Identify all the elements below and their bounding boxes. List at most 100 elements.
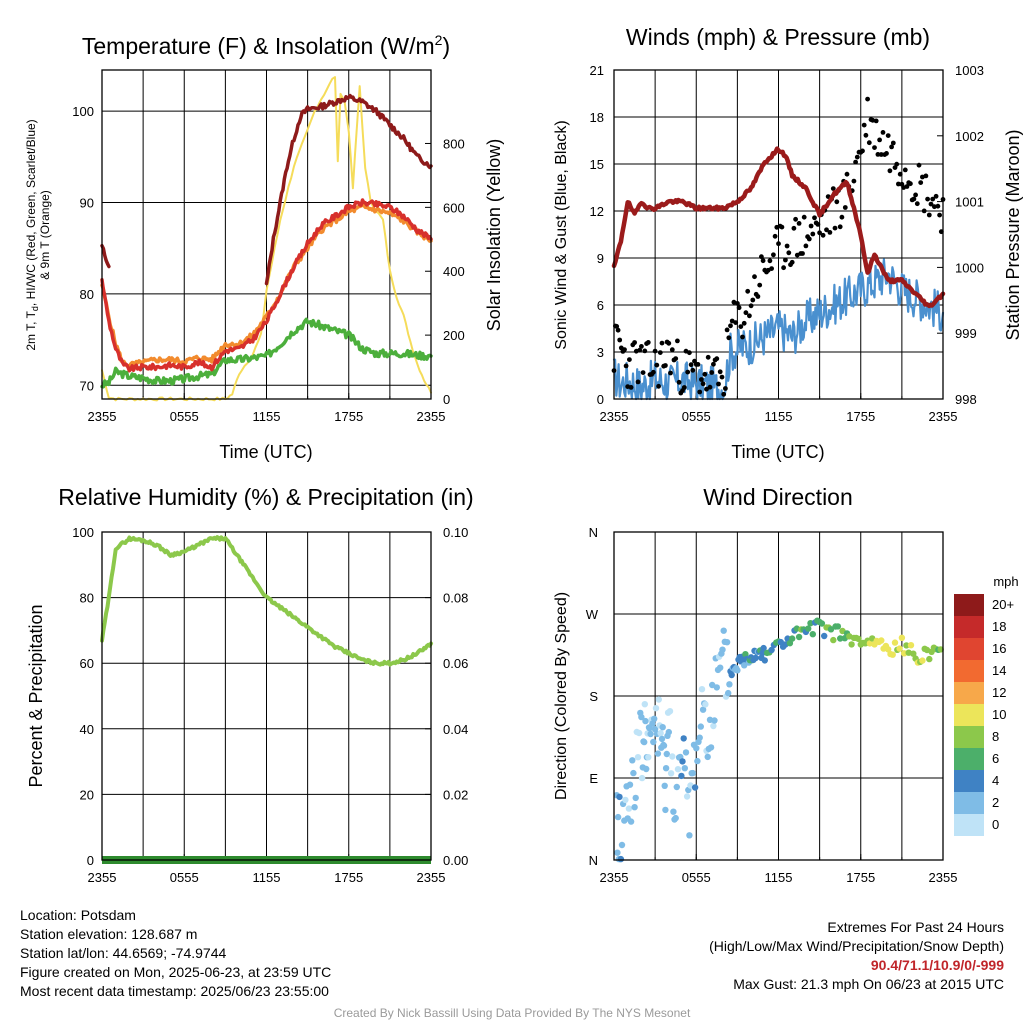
- gust-point: [854, 154, 860, 160]
- y-right-tick-label: 600: [443, 200, 465, 215]
- gust-point: [913, 192, 918, 198]
- direction-point: [752, 654, 759, 662]
- gust-point: [817, 230, 822, 236]
- colorbar-swatch: [954, 770, 984, 792]
- gust-point: [716, 381, 721, 387]
- gust-point: [916, 162, 922, 168]
- elevation-text: Station elevation: 128.687 m: [20, 926, 198, 942]
- gust-point: [702, 371, 708, 377]
- gust-point: [699, 377, 704, 382]
- direction-point: [686, 832, 693, 839]
- y-right-tick-label: 1002: [955, 129, 984, 144]
- direction-point: [634, 754, 642, 761]
- gust-point: [657, 350, 663, 355]
- direction-point: [694, 757, 701, 765]
- winds-ylabel-left: Sonic Wind & Gust (Blue, Black): [553, 120, 570, 349]
- direction-point: [678, 772, 685, 780]
- gust-point: [719, 374, 725, 380]
- direction-point: [759, 649, 766, 657]
- gust-point: [721, 391, 727, 397]
- gust-point: [810, 231, 816, 237]
- direction-point: [742, 651, 749, 658]
- gust-point: [878, 152, 884, 157]
- gust-point: [827, 230, 833, 235]
- temperature-2m-line: [100, 198, 433, 373]
- gust-point: [884, 151, 889, 156]
- gust-point: [632, 340, 637, 345]
- direction-point: [618, 841, 626, 849]
- direction-point: [760, 644, 767, 652]
- gust-point: [896, 181, 901, 187]
- gust-point: [740, 334, 745, 340]
- colorbar-swatch: [954, 682, 984, 704]
- x-tick-label: 0555: [170, 409, 199, 424]
- gust-point: [668, 370, 673, 376]
- colorbar-swatch: [954, 704, 984, 726]
- max-gust-text: Max Gust: 21.3 mph On 06/23 at 2015 UTC: [733, 976, 1004, 992]
- gust-point: [830, 186, 836, 192]
- y-tick-label: 80: [80, 287, 94, 302]
- plot-border: [101, 69, 432, 400]
- temperature-ylabel-left: 2m T, Td, HI/WC (Red, Green, Scarlet/Blu…: [24, 119, 40, 350]
- direction-point: [625, 805, 633, 812]
- gust-point: [627, 357, 632, 362]
- gust-point: [707, 384, 713, 390]
- gust-point: [724, 327, 730, 333]
- y-right-tick-label: 200: [443, 328, 465, 343]
- heat-index-line: [100, 243, 111, 269]
- x-tick-label: 0555: [170, 870, 199, 885]
- y-tick-label: W: [586, 607, 599, 622]
- gust-point: [933, 193, 939, 199]
- humidity-title: Relative Humidity (%) & Precipitation (i…: [58, 484, 473, 510]
- gust-point: [709, 370, 715, 375]
- y-right-tick-label: 0.04: [443, 722, 468, 737]
- gust-point: [743, 310, 749, 316]
- direction-point: [655, 696, 662, 703]
- direction-point: [651, 715, 658, 722]
- gust-point: [887, 168, 893, 174]
- direction-point: [698, 686, 706, 693]
- y-tick-label: 9: [597, 251, 604, 266]
- y-tick-label: 80: [80, 591, 94, 606]
- direction-point: [723, 639, 731, 646]
- gust-point: [711, 361, 716, 367]
- winds-panel: Winds (mph) & Pressure (mb) Sonic Wind &…: [553, 24, 1023, 462]
- direction-point: [661, 782, 668, 789]
- direction-point: [855, 635, 862, 642]
- gust-point: [837, 224, 843, 230]
- gust-point: [656, 383, 661, 389]
- direction-point: [641, 701, 648, 708]
- gust-point: [875, 152, 881, 157]
- gust-point: [866, 140, 872, 146]
- direction-point: [643, 765, 650, 773]
- colorbar-label: 6: [992, 751, 999, 766]
- direction-point: [622, 796, 629, 804]
- humidity-panel: Relative Humidity (%) & Precipitation (i…: [26, 484, 474, 885]
- gust-point: [748, 303, 754, 309]
- direction-point: [614, 849, 621, 856]
- gust-point: [676, 379, 682, 385]
- direction-point: [642, 717, 649, 725]
- gust-point: [690, 367, 696, 373]
- gust-point: [897, 171, 903, 177]
- gust-point: [779, 224, 785, 230]
- gust-point: [860, 148, 865, 154]
- direction-point: [702, 701, 709, 708]
- direction-point: [818, 620, 826, 627]
- gust-point: [873, 118, 879, 124]
- gust-point: [673, 356, 679, 361]
- extremes-info: Extremes For Past 24 Hours (High/Low/Max…: [709, 918, 1004, 994]
- direction-point: [657, 730, 664, 737]
- y-tick-label: 90: [80, 196, 94, 211]
- location-text: Location: Potsdam: [20, 907, 136, 923]
- direction-point: [659, 724, 666, 731]
- x-tick-label: 1155: [765, 870, 793, 885]
- x-tick-label: 1155: [253, 870, 281, 885]
- y-tick-label: 70: [80, 378, 94, 393]
- direction-point: [761, 657, 768, 664]
- x-tick-label: 0555: [682, 409, 711, 424]
- direction-ylabel-left: Direction (Colored By Speed): [553, 592, 570, 800]
- gust-point: [803, 243, 809, 249]
- gust-point: [700, 381, 706, 387]
